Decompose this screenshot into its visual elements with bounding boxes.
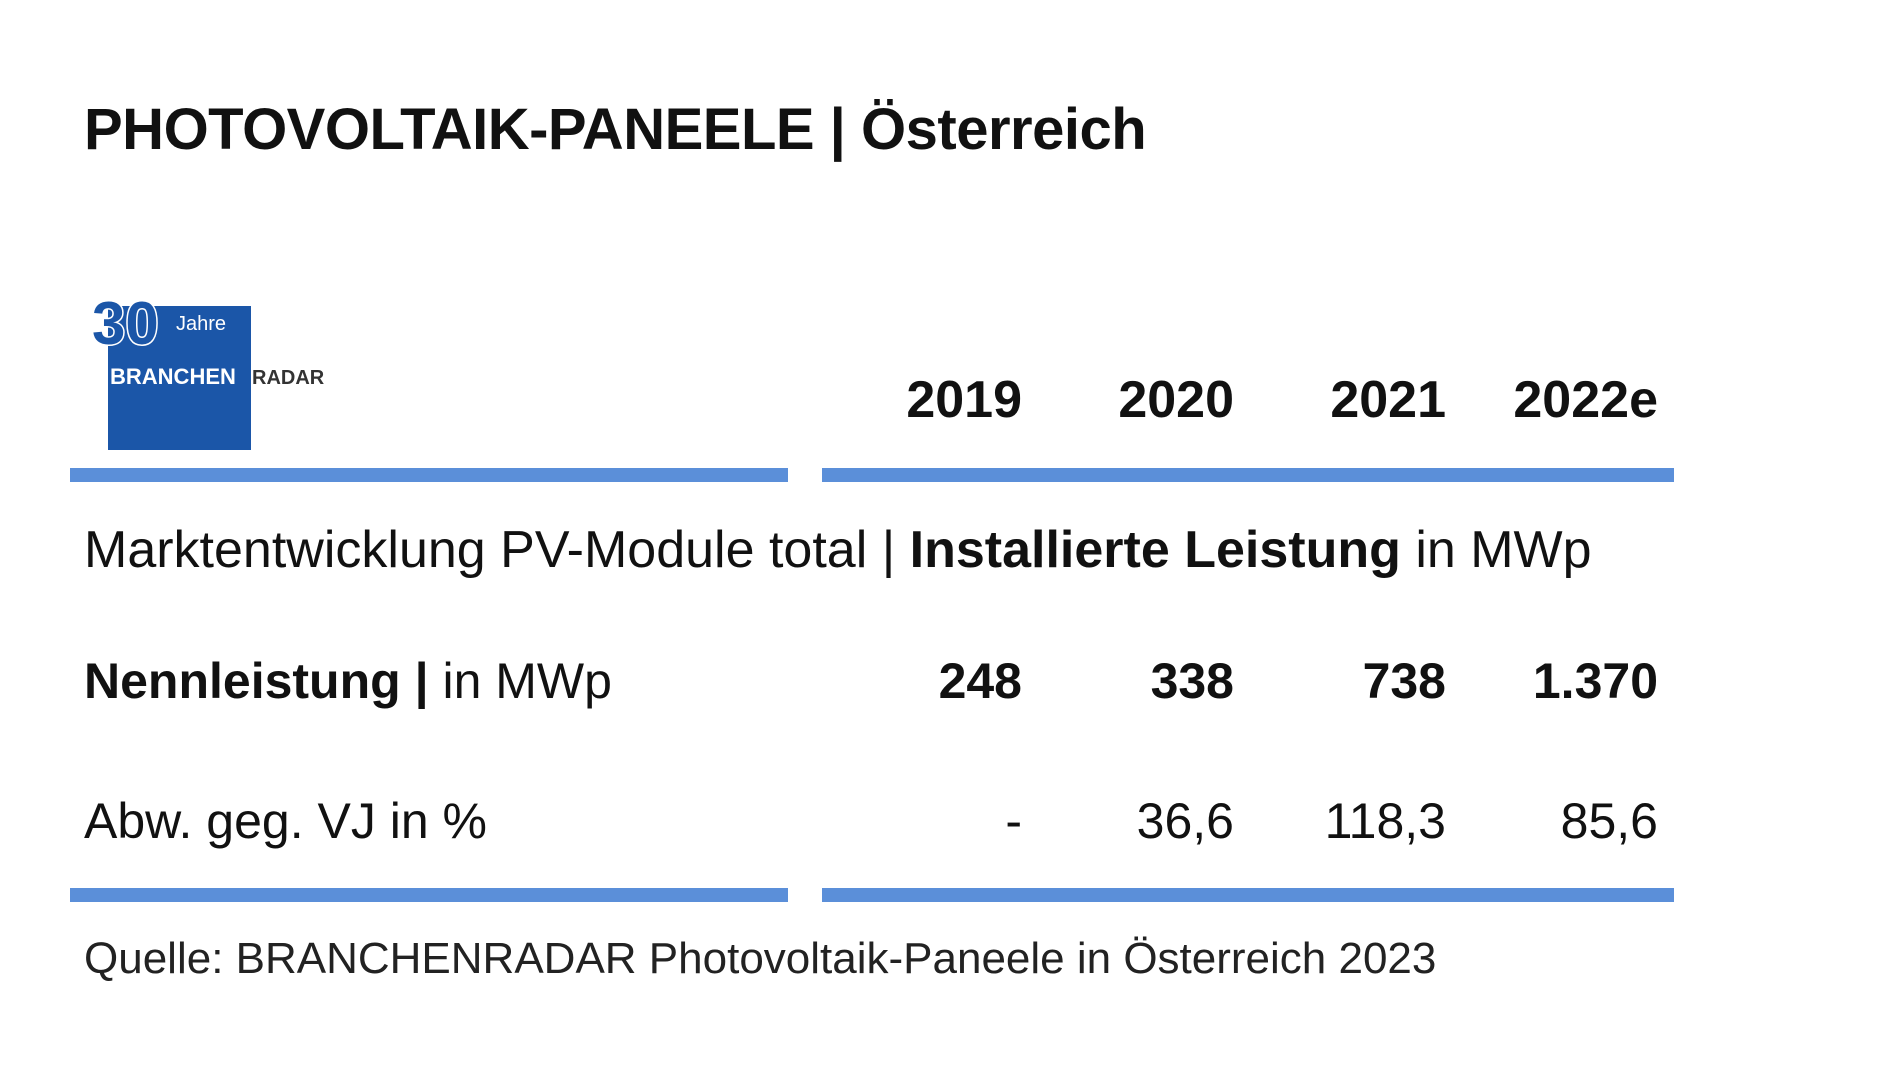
branchenradar-logo: 30 Jahre BRANCHEN RADAR [92, 286, 352, 450]
table-cell: 85,6 [1560, 793, 1658, 849]
table-cell: 1.370 [1532, 653, 1658, 709]
subtitle-part1: Marktentwicklung PV-Module total | [84, 521, 910, 579]
table-cell: 36,6 [1136, 793, 1234, 849]
page-title: PHOTOVOLTAIK-PANEELE | Österreich [84, 97, 1147, 162]
top-rule-left [70, 468, 788, 482]
bottom-rule-right [822, 888, 1674, 902]
row-label: Nennleistung | in MWp [84, 652, 612, 710]
table-cell: - [1005, 793, 1022, 849]
subtitle-part3: in MWp [1400, 521, 1592, 579]
column-header-2019: 2019 [906, 371, 1022, 429]
source-note: Quelle: BRANCHENRADAR Photovoltaik-Panee… [84, 934, 1437, 983]
column-header-2021: 2021 [1330, 371, 1446, 429]
logo-number: 30 [92, 290, 159, 357]
logo-brand-a: BRANCHEN [110, 364, 236, 389]
bottom-rule-left [70, 888, 788, 902]
logo-jahre: Jahre [176, 313, 226, 335]
column-header-2022e: 2022e [1513, 371, 1658, 429]
row-label-bold: Nennleistung | [84, 653, 429, 709]
table-cell: 338 [1150, 653, 1234, 709]
table-cell: 118,3 [1324, 793, 1446, 849]
logo-brand-b: RADAR [252, 367, 325, 389]
table-cell: 738 [1362, 653, 1446, 709]
top-rule-right [822, 468, 1674, 482]
row-label-text: in MWp [428, 653, 612, 709]
table-cell: 248 [938, 653, 1022, 709]
subtitle-part2: Installierte Leistung [909, 521, 1401, 579]
column-header-2020: 2020 [1118, 371, 1234, 429]
table-subtitle: Marktentwicklung PV-Module total | Insta… [84, 520, 1592, 580]
logo-square [108, 306, 251, 450]
row-label: Abw. geg. VJ in % [84, 792, 487, 850]
row-label-text: Abw. geg. VJ in % [84, 793, 488, 849]
